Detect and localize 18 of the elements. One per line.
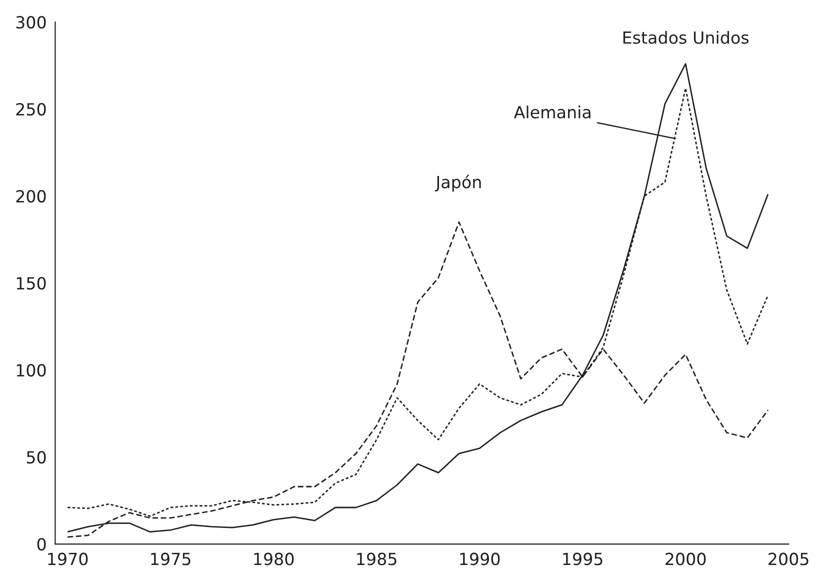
x-tick-label: 2005 [768,552,808,566]
annotation: Japón [434,174,481,192]
x-tick-label: 1975 [151,552,190,566]
y-tick-label: 150 [16,277,46,290]
annotation: Alemania [514,106,590,118]
x-tick-label: 1990 [460,552,500,566]
x-tick-label: 2000 [666,552,706,566]
y-tick-label: 250 [16,103,46,116]
x-tick-label: 1995 [563,552,602,566]
x-tick-label: 1980 [254,552,294,566]
y-tick-label: 200 [16,190,46,203]
y-tick-label: 50 [26,451,46,464]
y-tick-label: 0 [37,538,46,551]
x-tick-label: 1985 [357,552,396,566]
y-tick-label: 300 [16,16,46,29]
annotation: Estados Unidos [623,31,749,44]
x-tick-label: 1970 [48,552,88,566]
y-tick-label: 100 [16,364,46,377]
